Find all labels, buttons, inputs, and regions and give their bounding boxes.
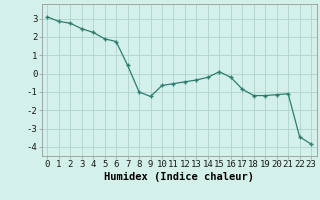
X-axis label: Humidex (Indice chaleur): Humidex (Indice chaleur) xyxy=(104,172,254,182)
